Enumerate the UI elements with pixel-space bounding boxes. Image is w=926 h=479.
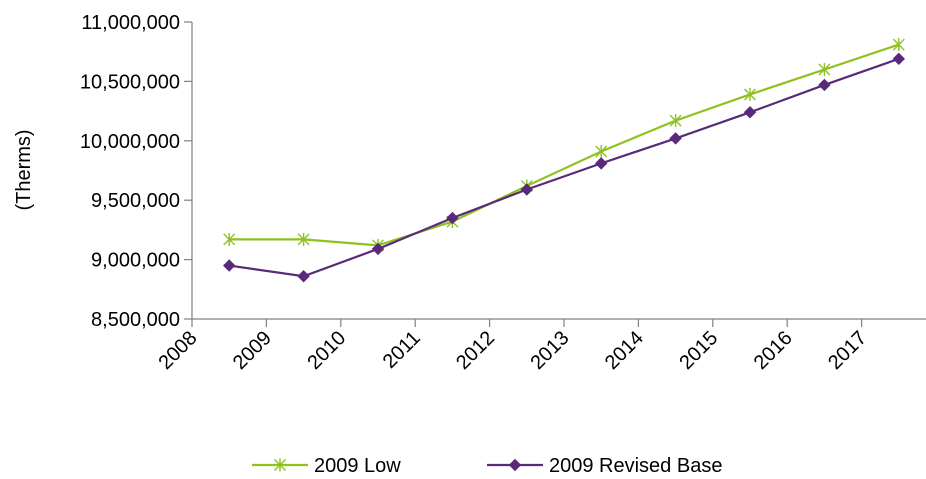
data-point bbox=[446, 211, 459, 225]
data-point bbox=[744, 87, 756, 101]
series-line bbox=[229, 43, 900, 247]
axes bbox=[184, 21, 926, 327]
y-tick-label: 8,500,000 bbox=[91, 309, 180, 331]
x-tick-label: 2014 bbox=[601, 327, 648, 374]
series-group bbox=[222, 38, 906, 283]
x-tick-labels: 2008 2009 2010 2011 2012 2013 2014 2015 2016 2017 bbox=[155, 327, 872, 374]
data-point bbox=[595, 144, 608, 158]
series-1 bbox=[223, 38, 905, 252]
x-tick-label: 2011 bbox=[379, 327, 425, 373]
data-point bbox=[892, 38, 905, 52]
data-point bbox=[371, 242, 385, 256]
data-point bbox=[818, 78, 831, 92]
x-tick-label: 2009 bbox=[229, 327, 276, 374]
data-point bbox=[223, 232, 236, 246]
legend-label: 2009 Low bbox=[314, 455, 401, 477]
series-2 bbox=[222, 52, 906, 283]
y-tick-label: 11,000,000 bbox=[81, 12, 180, 34]
x-tick-label: 2017 bbox=[824, 327, 871, 374]
y-tick-label: 9,500,000 bbox=[91, 190, 180, 212]
x-tick-label: 2013 bbox=[527, 327, 574, 374]
y-tick-label: 10,000,000 bbox=[80, 131, 180, 153]
x-tick-label: 2015 bbox=[675, 327, 722, 374]
legend-marker bbox=[508, 458, 522, 472]
legend: 2009 Low 2009 Revised Base bbox=[252, 455, 722, 477]
y-axis-label: (Therms) bbox=[13, 129, 35, 210]
y-tick-label: 10,500,000 bbox=[80, 71, 180, 93]
data-point bbox=[892, 52, 906, 66]
legend-item: 2009 Revised Base bbox=[487, 455, 722, 477]
data-point bbox=[297, 232, 310, 246]
x-tick-label: 2012 bbox=[452, 327, 499, 374]
x-tick-label: 2016 bbox=[750, 327, 797, 374]
data-point bbox=[594, 157, 608, 170]
x-tick-label: 2008 bbox=[155, 327, 202, 374]
data-point bbox=[743, 106, 757, 119]
legend-marker bbox=[274, 458, 286, 472]
data-point bbox=[297, 270, 310, 283]
data-point bbox=[520, 183, 534, 196]
data-point bbox=[818, 63, 831, 77]
y-tick-labels: 8,500,000 9,000,000 9,500,000 10,000,000 10,… bbox=[80, 12, 180, 331]
data-point bbox=[669, 114, 682, 128]
data-point bbox=[222, 259, 236, 272]
data-point bbox=[669, 132, 682, 145]
legend-item: 2009 Low bbox=[252, 455, 401, 477]
legend-label: 2009 Revised Base bbox=[549, 455, 722, 477]
x-tick-label: 2010 bbox=[303, 327, 350, 374]
series-line bbox=[229, 57, 900, 278]
y-tick-label: 9,000,000 bbox=[91, 250, 180, 272]
